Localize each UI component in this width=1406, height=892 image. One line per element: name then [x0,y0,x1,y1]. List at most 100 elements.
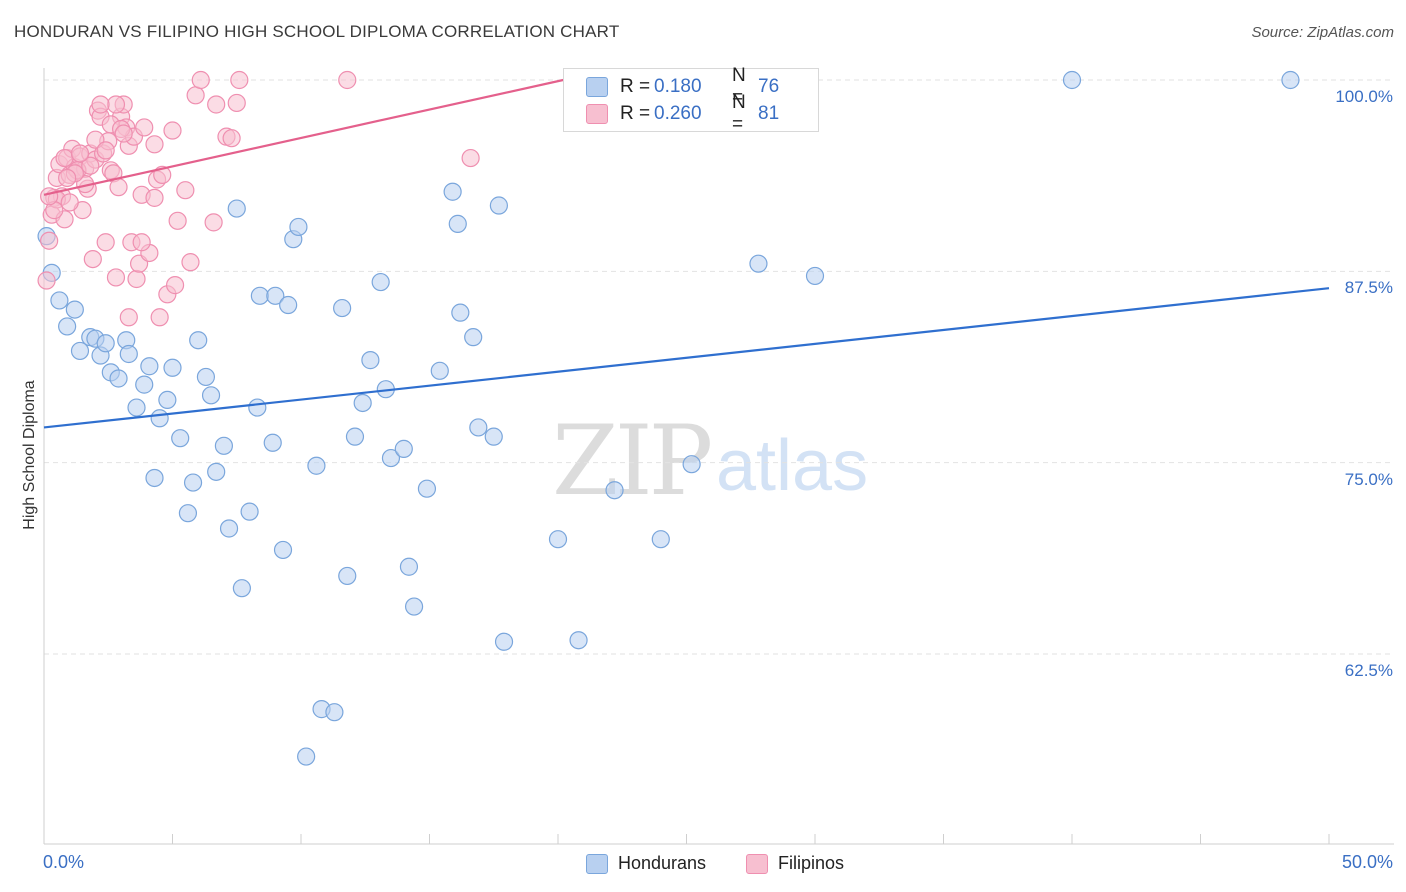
data-point [150,308,169,327]
data-point [196,367,216,387]
bottom-legend-hondurans[interactable]: Hondurans [586,853,706,874]
watermark-atlas: atlas [716,426,869,506]
trend-lines [43,78,1330,429]
data-point [109,178,128,197]
chart-title: HONDURAN VS FILIPINO HIGH SCHOOL DIPLOMA… [14,22,620,41]
data-point [394,439,413,458]
data-point [289,217,308,237]
data-point [145,135,164,154]
data-point [1062,70,1082,90]
data-point [109,369,128,388]
data-point [227,199,246,218]
data-point [163,358,182,377]
data-point [227,93,246,113]
bottom-legend-filipinos[interactable]: Filipinos [746,853,844,874]
data-point [96,334,115,353]
data-point [140,357,159,376]
data-point [40,187,59,206]
data-point [605,481,624,500]
data-point [448,214,467,233]
data-point [91,95,110,114]
data-point [127,398,146,417]
data-point [230,70,249,90]
source-label: Source: ZipAtlas.com [1251,24,1394,41]
data-point [70,341,90,361]
data-point [430,361,449,380]
bottom-legend-label: Hondurans [618,853,707,873]
legend-n-value: 76 [758,76,780,97]
data-point [181,253,200,272]
data-point [145,468,164,488]
data-point [50,291,69,310]
data-point [60,193,79,212]
data-point [96,233,115,252]
data-point [338,566,357,586]
data-point [176,181,195,200]
data-point [222,129,241,148]
legend-swatch-blue [586,77,608,97]
data-point [204,213,223,232]
data-point [207,462,226,481]
data-point [96,141,115,160]
legend-r-label: R = [620,76,651,97]
series-filipinos [37,70,480,327]
data-point [135,118,154,137]
data-point [114,124,133,143]
data-point [325,703,344,722]
data-point [248,398,267,417]
data-point [219,519,239,538]
data-point [451,303,470,322]
legend-n-value: 81 [758,103,780,124]
x-tick-max: 50.0% [1341,852,1393,872]
data-point [37,271,56,290]
data-point [135,375,154,394]
data-point [805,266,825,286]
trend-line-filipinos [43,78,564,196]
data-point [191,70,210,90]
data-point [279,295,298,315]
data-point [404,597,424,616]
y-axis-title: High School Diploma [21,380,38,530]
bottom-legend-swatch-pink [746,853,768,874]
data-point [119,308,138,327]
data-point [58,168,77,188]
data-point [55,148,74,168]
data-point [494,632,514,651]
data-point [240,502,259,521]
data-point [333,298,352,318]
data-point [207,95,226,114]
data-point [40,231,59,250]
data-point [273,540,293,560]
data-point [338,70,357,90]
data-point [70,144,90,163]
y-tick-label: 62.5% [1344,661,1393,680]
data-point [443,182,462,201]
data-point [178,504,198,523]
data-point [183,473,203,492]
data-point [345,427,365,446]
data-point [569,631,588,650]
legend: R = 0.180 N = 76 R = 0.260 N = 81 [563,65,819,135]
data-point [81,156,100,175]
data-point [464,328,483,347]
data-point [682,455,701,474]
data-point [371,272,390,292]
legend-row-hondurans: R = 0.180 N = 76 [586,65,780,108]
data-point [163,121,182,140]
x-tick-min: 0.0% [43,852,85,872]
legend-swatch-pink [586,104,608,124]
series-hondurans [37,70,1300,766]
data-point [548,530,568,549]
data-point [58,317,77,336]
axes [43,68,1394,845]
legend-n-label: N = [732,65,746,108]
data-point [201,386,221,405]
data-point [381,448,401,468]
data-point [214,436,233,455]
data-point [171,429,190,448]
data-point [232,579,251,598]
y-tick-label: 87.5% [1344,278,1393,298]
data-point [307,456,326,475]
data-point [749,254,768,273]
